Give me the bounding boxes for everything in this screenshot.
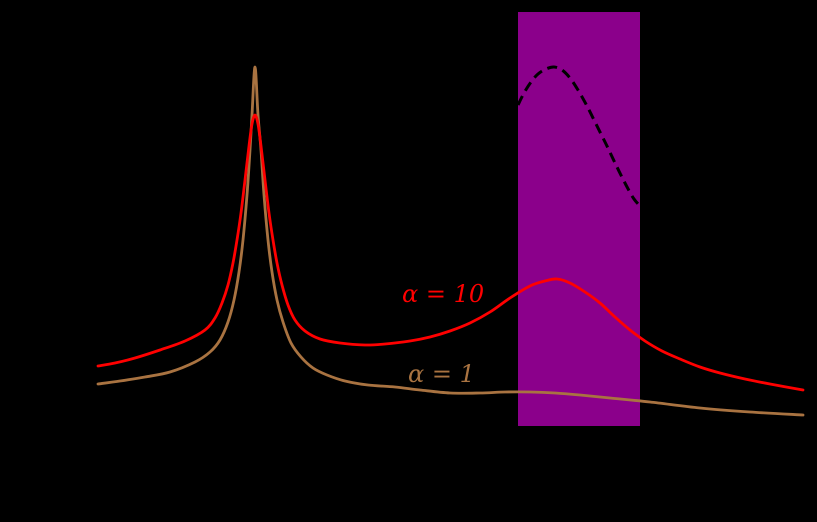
alpha-10-label: α = 10 — [402, 280, 485, 308]
alpha-1-label: α = 1 — [408, 360, 475, 388]
highlight-band — [518, 12, 640, 426]
alpha-10-curve — [96, 113, 805, 392]
alpha-1-curve — [96, 65, 805, 417]
dashed-curve — [516, 65, 644, 210]
